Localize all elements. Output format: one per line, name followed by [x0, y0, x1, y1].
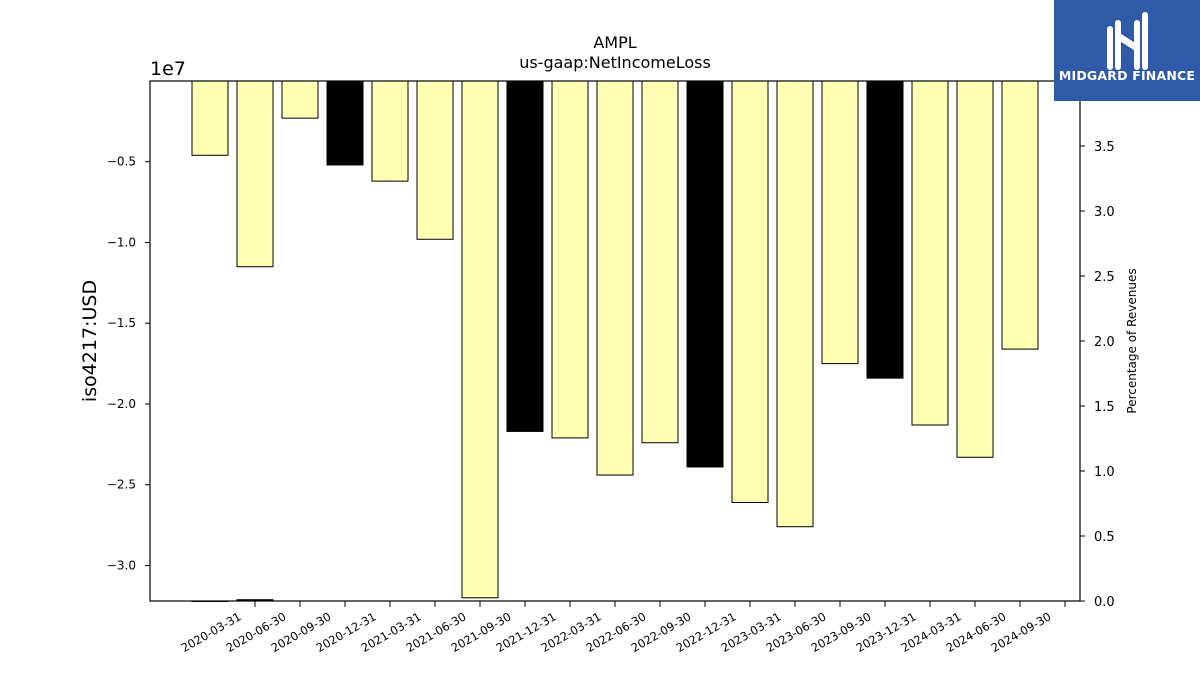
y-axis-offset-label: 1e7 [150, 58, 186, 80]
y-tick-label: −1.0 [107, 235, 136, 249]
bar-2021-12-31 [506, 80, 544, 432]
y-tick-label: −2.5 [107, 478, 136, 492]
y-right-tick-label: 2.0 [1094, 335, 1115, 350]
bar-2022-06-30 [596, 80, 634, 476]
y-right-tick-label: 3.5 [1094, 140, 1115, 155]
y-right-tick-label: 3.0 [1094, 205, 1115, 220]
y-axis-label: iso4217:USD [79, 280, 101, 402]
bar-2023-03-31 [731, 80, 769, 503]
bar-2022-09-30 [641, 80, 679, 444]
y-right-tick-label: 0.5 [1094, 530, 1115, 545]
bar-2021-06-30 [416, 80, 454, 240]
logo-text: MIDGARD FINANCE [1058, 68, 1196, 83]
chart-subtitle: us-gaap:NetIncomeLoss [519, 53, 711, 72]
chart-title: AMPL [593, 33, 636, 52]
bar-2023-12-31 [866, 80, 904, 379]
bar-2021-03-31 [371, 80, 409, 182]
y-tick-label: −2.0 [107, 397, 136, 411]
bar-2022-03-31 [551, 80, 589, 439]
bar-2024-03-31 [911, 80, 949, 426]
y-tick-label: −3.0 [107, 558, 136, 572]
y-right-tick-label: 2.5 [1094, 270, 1115, 285]
bar-2021-09-30 [461, 80, 499, 599]
bars-layer [191, 80, 1039, 599]
bar-2022-12-31 [686, 80, 724, 468]
bar-2020-06-30 [236, 80, 274, 268]
y-tick-label: −0.5 [107, 155, 136, 169]
bar-2024-09-30 [1001, 80, 1039, 350]
y-axis-right-label: Percentage of Revenues [1125, 268, 1139, 413]
bar-2020-09-30 [281, 80, 319, 119]
bar-2024-06-30 [956, 80, 994, 458]
y-tick-label: −1.5 [107, 316, 136, 330]
bar-2023-06-30 [776, 80, 814, 528]
bar-2020-12-31 [326, 80, 364, 166]
y-right-tick-label: 1.0 [1094, 465, 1115, 480]
y-right-tick-label: 0.0 [1094, 595, 1115, 610]
midgard-logo-icon [1107, 12, 1148, 70]
y-right-tick-label: 1.5 [1094, 400, 1115, 415]
bar-2023-09-30 [821, 80, 859, 365]
logo: MIDGARD FINANCE [1054, 0, 1200, 101]
bar-2020-03-31 [191, 80, 229, 156]
